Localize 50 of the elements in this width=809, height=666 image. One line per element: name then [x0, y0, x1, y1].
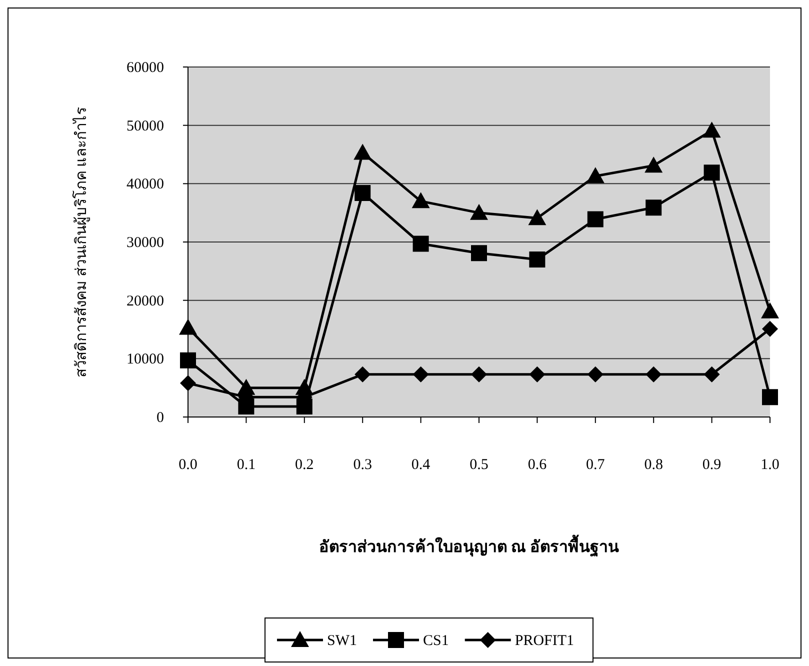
point — [470, 204, 488, 220]
point — [586, 167, 604, 184]
x-tick-label: 0.9 — [702, 457, 722, 473]
x-tick-label: 0.3 — [353, 457, 372, 473]
point — [412, 366, 429, 382]
point — [179, 318, 197, 335]
y-tick-label: 20000 — [126, 293, 164, 310]
point — [646, 200, 662, 216]
point — [587, 366, 604, 382]
legend-label: SW1 — [327, 633, 357, 649]
point — [354, 366, 371, 382]
point — [180, 352, 196, 368]
point — [354, 144, 372, 160]
x-tick-label: 0.8 — [644, 457, 663, 473]
point — [762, 320, 778, 337]
x-tick-label: 0.0 — [178, 457, 198, 473]
point — [412, 192, 430, 208]
point — [412, 236, 429, 252]
point — [761, 302, 779, 318]
y-tick-label: 0 — [156, 410, 164, 426]
y-tick-label: 40000 — [126, 176, 164, 193]
point — [529, 252, 546, 268]
x-tick-label: 0.5 — [470, 457, 488, 473]
point — [644, 156, 663, 173]
point — [471, 366, 487, 382]
point — [702, 122, 721, 138]
point — [762, 389, 778, 406]
point — [529, 366, 546, 382]
y-axis-title: สวัสดิการสังคม ส่วนเกินผู้บริโภค และกำไร — [72, 106, 90, 378]
point — [354, 185, 371, 201]
point — [704, 164, 720, 181]
legend-label: CS1 — [423, 633, 449, 649]
point — [528, 209, 546, 226]
y-tick-label: 50000 — [126, 118, 164, 134]
point — [180, 375, 196, 392]
x-tick-label: 0.1 — [236, 457, 256, 473]
x-tick-label: 1.0 — [760, 457, 780, 473]
legend-label: PROFIT1 — [514, 633, 574, 649]
point — [646, 366, 662, 382]
point — [704, 366, 720, 382]
point — [587, 211, 604, 228]
y-tick-label: 10000 — [126, 352, 164, 368]
x-tick-label: 0.6 — [528, 457, 548, 473]
point — [471, 245, 487, 262]
x-tick-label: 0.2 — [295, 457, 314, 473]
x-axis-title: อัตราส่วนการค้าใบอนุญาต ณ อัตราพื้นฐาน — [319, 534, 619, 557]
x-tick-label: 0.4 — [411, 457, 431, 473]
y-tick-label: 30000 — [126, 235, 164, 251]
y-tick-label: 60000 — [126, 60, 164, 76]
x-tick-label: 0.7 — [586, 457, 606, 473]
